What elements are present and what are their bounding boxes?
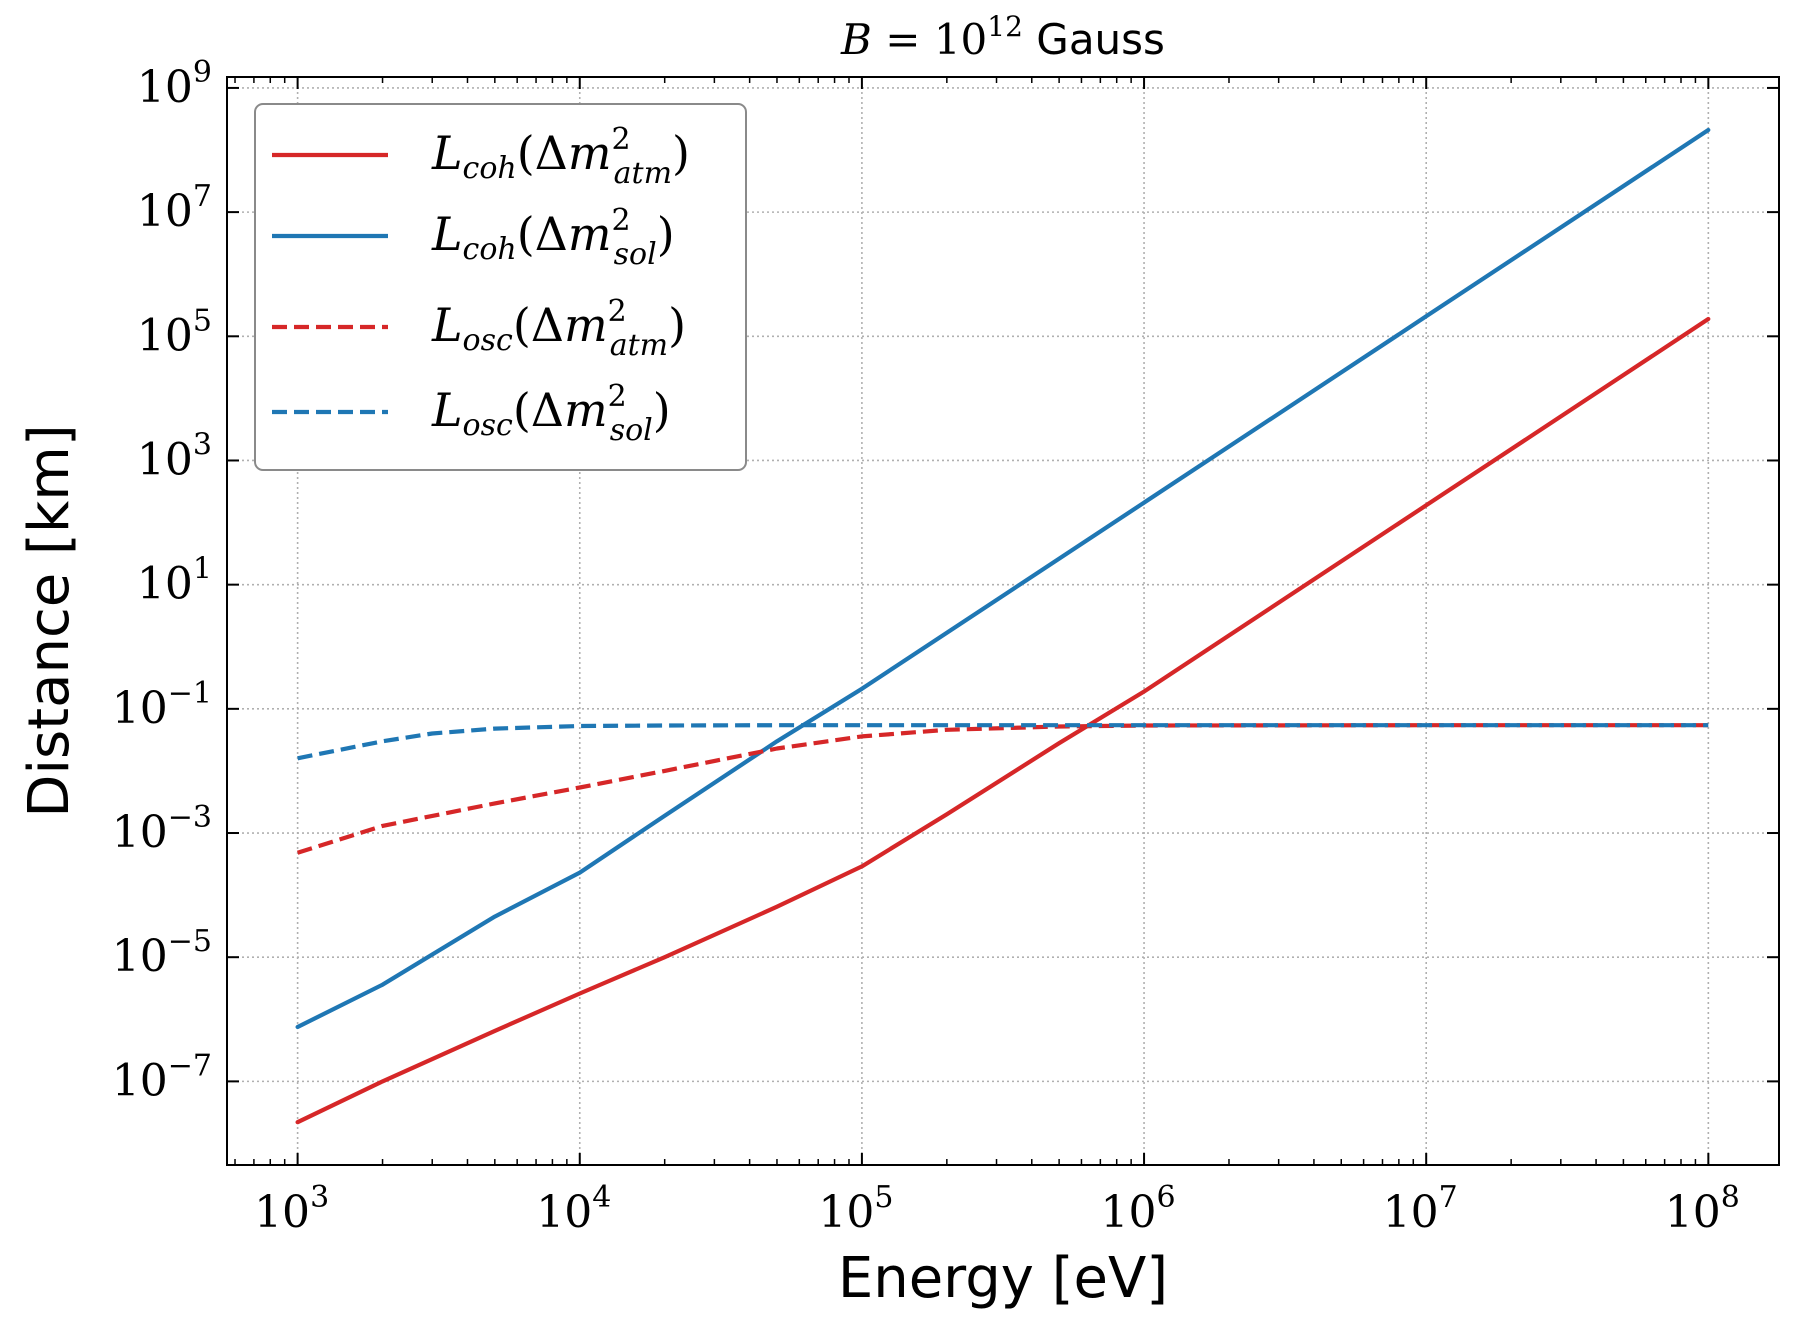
legend: Lcoh(Δm2 atm)Lcoh(Δm2 sol)Losc(Δm2 atm)Losc… [254, 103, 747, 471]
legend-label-part: 2 [608, 294, 627, 329]
x-tick-label: 103 [254, 1180, 329, 1238]
x-tick-label: 104 [536, 1180, 611, 1238]
x-tick-base: 10 [536, 1187, 592, 1238]
y-tick-base: 10 [137, 310, 193, 361]
legend-label-part: osc [463, 323, 513, 358]
legend-label-part: coh [463, 232, 517, 267]
x-tick-exponent: 7 [1439, 1180, 1458, 1215]
x-axis-ticks: 103 104 105 106 107 108 [254, 77, 1740, 1238]
x-tick-exponent: 6 [1157, 1180, 1176, 1215]
legend-label-part: m [564, 383, 608, 437]
y-tick-exponent: 9 [193, 55, 212, 90]
legend-label-part: coh [463, 151, 517, 186]
x-tick-label: 105 [818, 1180, 893, 1238]
y-tick-exponent: −5 [168, 924, 212, 959]
plot-frame [226, 76, 1780, 1166]
legend-label-part: (Δ [513, 383, 564, 437]
legend-label-part: m [568, 207, 612, 261]
x-tick-base: 10 [1665, 1187, 1721, 1238]
series-line-2 [295, 127, 1711, 1030]
legend-label-part: osc [463, 408, 513, 443]
y-tick-exponent: −3 [168, 800, 212, 835]
legend-label-part: (Δ [517, 126, 568, 180]
title-exponent: 12 [987, 10, 1023, 43]
legend-label-part: (Δ [513, 298, 564, 352]
legend-label-part: 2 [608, 379, 627, 414]
y-tick-base: 10 [112, 683, 168, 734]
legend-label-part: atm [610, 328, 668, 363]
legend-label-1: Lcoh(Δm2 atm) [431, 122, 690, 191]
y-tick-label: 105 [137, 303, 212, 361]
y-tick-exponent: 7 [193, 179, 212, 214]
y-tick-base: 10 [137, 186, 193, 237]
legend-label-part: ) [672, 126, 690, 180]
y-tick-base: 10 [137, 62, 193, 113]
y-tick-exponent: −7 [168, 1048, 212, 1083]
x-tick-label: 106 [1101, 1180, 1176, 1238]
y-tick-label: 10−7 [112, 1048, 212, 1106]
y-tick-base: 10 [137, 559, 193, 610]
y-tick-label: 107 [137, 179, 212, 237]
title-base: 10 [934, 15, 987, 64]
chart-title: B = 1012 Gauss [840, 10, 1165, 64]
x-tick-exponent: 4 [592, 1180, 611, 1215]
x-tick-base: 10 [254, 1187, 310, 1238]
y-axis-label: Distance [km] [17, 424, 82, 817]
legend-label-part: ) [668, 298, 686, 352]
legend-label-part: atm [614, 156, 672, 191]
title-unit: Gauss [1023, 15, 1165, 64]
y-tick-label: 10−3 [112, 800, 212, 858]
y-tick-label: 101 [137, 552, 212, 610]
series-line-1 [295, 316, 1711, 1125]
legend-label-part: L [431, 126, 463, 180]
legend-label-part: 2 [612, 203, 631, 238]
x-axis-label: Energy [eV] [838, 1246, 1168, 1311]
y-tick-base: 10 [112, 807, 168, 858]
x-tick-exponent: 5 [874, 1180, 893, 1215]
y-tick-exponent: 5 [193, 303, 212, 338]
legend-label-part: 2 [612, 122, 631, 157]
x-tick-base: 10 [1383, 1187, 1439, 1238]
title-equals: = [872, 15, 934, 64]
legend-label-part: m [568, 126, 612, 180]
y-tick-base: 10 [137, 434, 193, 485]
legend-label-part: L [431, 298, 463, 352]
y-tick-base: 10 [112, 931, 168, 982]
y-tick-label: 103 [137, 427, 212, 485]
x-tick-base: 10 [1101, 1187, 1157, 1238]
legend-box [254, 103, 747, 471]
x-tick-exponent: 8 [1721, 1180, 1740, 1215]
y-tick-exponent: 3 [193, 427, 212, 462]
legend-label-part: ) [653, 383, 671, 437]
x-tick-base: 10 [818, 1187, 874, 1238]
series-line-4 [297, 723, 1709, 761]
legend-label-part: L [431, 383, 463, 437]
legend-label-part: ) [657, 207, 675, 261]
y-tick-base: 10 [112, 1055, 168, 1106]
legend-label-3: Losc(Δm2 atm) [431, 294, 686, 363]
x-tick-label: 108 [1665, 1180, 1740, 1238]
legend-label-4: Losc(Δm2 sol) [431, 379, 671, 448]
legend-label-part: sol [610, 413, 653, 448]
x-tick-exponent: 3 [310, 1180, 329, 1215]
legend-label-part: sol [614, 237, 657, 272]
series-line-3 [296, 723, 1709, 855]
legend-label-part: m [564, 298, 608, 352]
y-tick-exponent: −1 [168, 676, 212, 711]
legend-label-part: L [431, 207, 463, 261]
legend-label-part: (Δ [517, 207, 568, 261]
y-tick-exponent: 1 [193, 552, 212, 587]
y-tick-label: 10−5 [112, 924, 212, 982]
x-tick-label: 107 [1383, 1180, 1458, 1238]
y-tick-label: 109 [137, 55, 212, 113]
title-variable: B [840, 15, 872, 64]
legend-label-2: Lcoh(Δm2 sol) [431, 203, 675, 272]
y-tick-label: 10−1 [112, 676, 212, 734]
series-group [295, 127, 1711, 1125]
